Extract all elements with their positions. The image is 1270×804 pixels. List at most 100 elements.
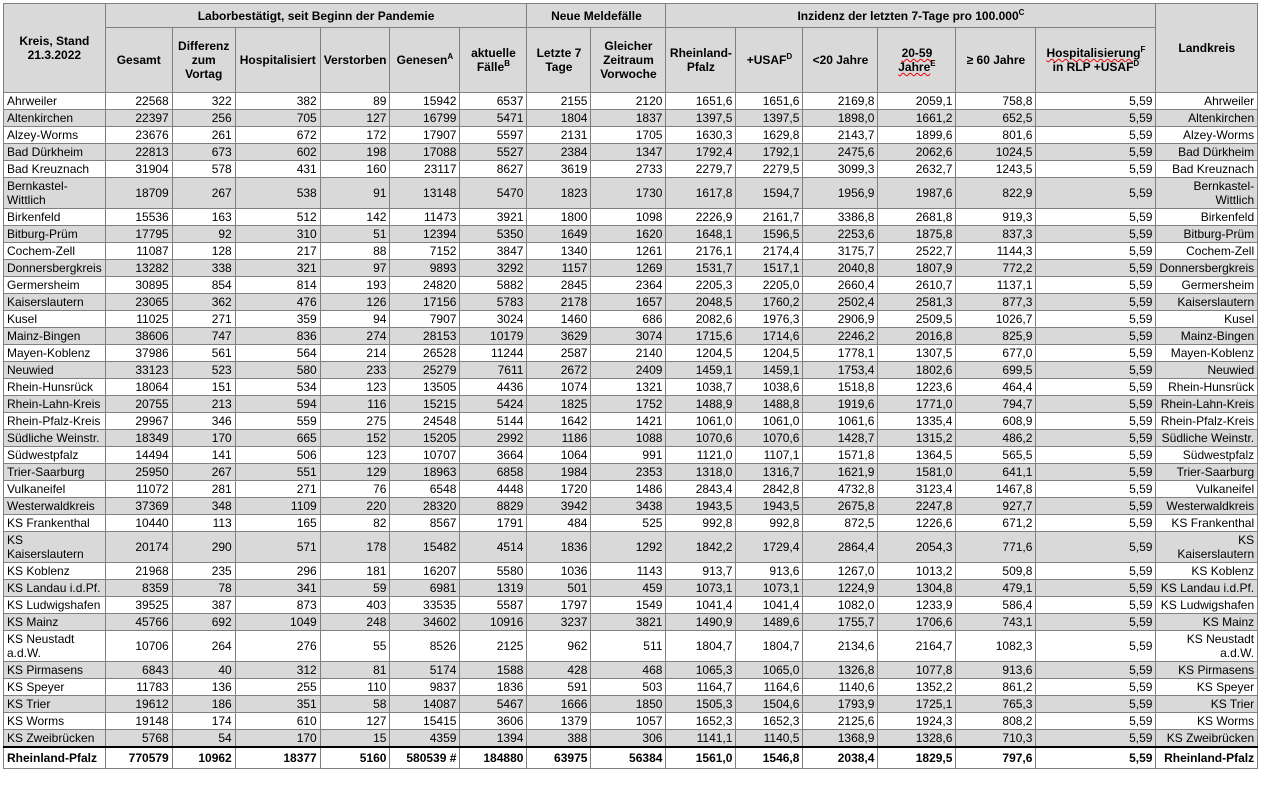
district-name: Altenkirchen xyxy=(3,109,106,127)
table-cell: 919,3 xyxy=(955,208,1037,226)
table-cell: 992,8 xyxy=(735,514,804,532)
district-name-right: Alzey-Worms xyxy=(1155,126,1259,144)
table-row: KS Kaiserslautern 20174 290 571 178 15482 4514… xyxy=(3,531,1259,563)
table-row: Bad Dürkheim 22813 673 602 198 17088 5527 2384 1… xyxy=(3,143,1259,161)
table-cell: 1581,0 xyxy=(877,463,957,481)
table-row: KS Neustadt a.d.W. 10706 264 276 55 8526 2125 9… xyxy=(3,630,1259,662)
table-cell: 468 xyxy=(590,661,667,679)
table-cell: 1013,2 xyxy=(877,562,957,580)
table-cell: 56384 xyxy=(590,746,667,769)
column-header: Hospitalisiert xyxy=(234,27,321,93)
table-cell: 89 xyxy=(319,92,391,110)
table-cell: 127 xyxy=(319,712,391,730)
table-cell: 503 xyxy=(590,678,667,696)
district-name-right: Rhein-Pfalz-Kreis xyxy=(1155,412,1259,430)
table-cell: 359 xyxy=(234,310,321,328)
table-cell: 2353 xyxy=(590,463,667,481)
table-cell: 1630,3 xyxy=(665,126,737,144)
table-cell: 580 xyxy=(234,361,321,379)
table-cell: 141 xyxy=(171,446,236,464)
table-cell: 5597 xyxy=(459,126,528,144)
table-cell: 20755 xyxy=(104,395,173,413)
table-cell: 1347 xyxy=(590,143,667,161)
table-cell: 3237 xyxy=(526,613,592,631)
district-name-right: Bernkastel-Wittlich xyxy=(1155,177,1259,209)
table-cell: 128 xyxy=(171,242,236,260)
table-cell: 476 xyxy=(234,293,321,311)
table-cell: 38606 xyxy=(104,327,173,345)
table-cell: 8526 xyxy=(389,630,461,662)
table-cell: 2134,6 xyxy=(802,630,879,662)
table-cell: 1073,1 xyxy=(735,579,804,597)
table-cell: 15415 xyxy=(389,712,461,730)
table-cell: 33123 xyxy=(104,361,173,379)
header-footnote-mark: B xyxy=(504,59,510,68)
district-name-right: KS Pirmasens xyxy=(1155,661,1259,679)
table-cell: 1842,2 xyxy=(665,531,737,563)
table-cell: 1546,8 xyxy=(735,746,804,769)
table-cell: 403 xyxy=(319,596,391,614)
table-cell: 9893 xyxy=(389,259,461,277)
table-cell: 665 xyxy=(234,429,321,447)
district-name-right: KS Zweibrücken xyxy=(1155,729,1259,748)
table-cell: 5,59 xyxy=(1035,712,1157,730)
table-cell: 5,59 xyxy=(1035,729,1157,748)
district-name-right: KS Trier xyxy=(1155,695,1259,713)
table-cell: 54 xyxy=(171,729,236,748)
table-cell: 1292 xyxy=(590,531,667,563)
table-cell: 1984 xyxy=(526,463,592,481)
district-name-right: Cochem-Zell xyxy=(1155,242,1259,260)
table-cell: 1379 xyxy=(526,712,592,730)
table-cell: 15536 xyxy=(104,208,173,226)
table-cell: 217 xyxy=(234,242,321,260)
table-cell: 4436 xyxy=(459,378,528,396)
table-cell: 1140,6 xyxy=(802,678,879,696)
district-name-right: Mayen-Koblenz xyxy=(1155,344,1259,362)
table-cell: 1026,7 xyxy=(955,310,1037,328)
table-cell: 1335,4 xyxy=(877,412,957,430)
table-cell: 1518,8 xyxy=(802,378,879,396)
table-cell: 1919,6 xyxy=(802,395,879,413)
table-cell: 770579 xyxy=(104,746,173,769)
table-cell: 1792,1 xyxy=(735,143,804,161)
table-cell: 1802,6 xyxy=(877,361,957,379)
table-cell: 1898,0 xyxy=(802,109,879,127)
table-cell: 511 xyxy=(590,630,667,662)
table-cell: 28320 xyxy=(389,497,461,515)
table-cell: 1899,6 xyxy=(877,126,957,144)
table-cell: 136 xyxy=(171,678,236,696)
table-cell: 1061,6 xyxy=(802,412,879,430)
header-text: Gleicher Zeitraum Vorwoche xyxy=(600,39,657,81)
table-cell: 464,4 xyxy=(955,378,1037,396)
district-name-right: KS Ludwigshafen xyxy=(1155,596,1259,614)
column-header-row: Gesamt Differenz zum Vortag Hospitalisiert… xyxy=(4,27,1258,93)
table-cell: 129 xyxy=(319,463,391,481)
district-name: Kaiserslautern xyxy=(3,293,106,311)
header-text: Hospitalisiert xyxy=(239,53,316,67)
table-cell: 1141,1 xyxy=(665,729,737,748)
table-cell: 174 xyxy=(171,712,236,730)
table-cell: 479,1 xyxy=(955,579,1037,597)
table-cell: 431 xyxy=(234,160,321,178)
table-cell: 1771,0 xyxy=(877,395,957,413)
table-cell: 92 xyxy=(171,225,236,243)
table-cell: 1459,1 xyxy=(665,361,737,379)
table-row: KS Mainz 45766 692 1049 248 34602 10916 3237 382… xyxy=(3,613,1259,631)
table-cell: 5,59 xyxy=(1035,126,1157,144)
table-cell: 1088 xyxy=(590,429,667,447)
table-cell: 233 xyxy=(319,361,391,379)
table-cell: 5160 xyxy=(319,746,391,769)
header-text: aktuelle Fälle xyxy=(471,46,516,74)
table-cell: 534 xyxy=(234,378,321,396)
table-cell: 362 xyxy=(171,293,236,311)
group-header-row: Kreis, Stand 21.3.2022 Laborbestätigt, s… xyxy=(3,3,1259,93)
district-name-right: Altenkirchen xyxy=(1155,109,1259,127)
table-cell: 170 xyxy=(234,729,321,748)
column-header: 20-59 JahreE xyxy=(877,27,957,93)
table-row: Ahrweiler 22568 322 382 89 15942 6537 2155 2120 1… xyxy=(3,92,1259,110)
table-cell: 17088 xyxy=(389,143,461,161)
table-cell: 1397,5 xyxy=(735,109,804,127)
table-cell: 11244 xyxy=(459,344,528,362)
table-cell: 1760,2 xyxy=(735,293,804,311)
table-cell: 913,6 xyxy=(955,661,1037,679)
